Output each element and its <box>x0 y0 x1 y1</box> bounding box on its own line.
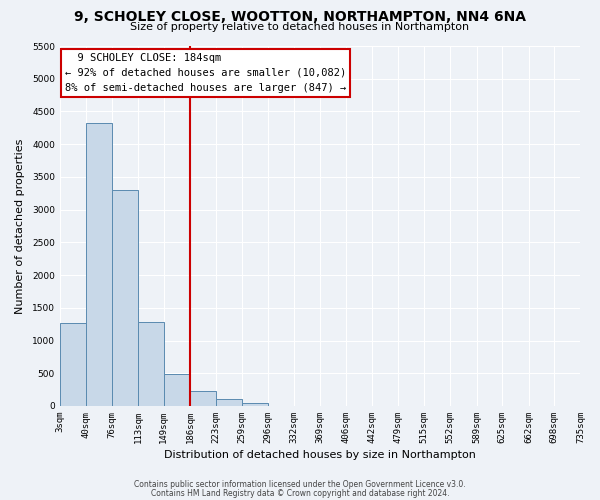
Text: Size of property relative to detached houses in Northampton: Size of property relative to detached ho… <box>130 22 470 32</box>
Text: Contains public sector information licensed under the Open Government Licence v3: Contains public sector information licen… <box>134 480 466 489</box>
Text: Contains HM Land Registry data © Crown copyright and database right 2024.: Contains HM Land Registry data © Crown c… <box>151 488 449 498</box>
Bar <box>60 323 86 406</box>
Text: 9 SCHOLEY CLOSE: 184sqm  
← 92% of detached houses are smaller (10,082)
8% of se: 9 SCHOLEY CLOSE: 184sqm ← 92% of detache… <box>65 53 346 93</box>
Bar <box>138 322 164 406</box>
Bar <box>190 391 216 406</box>
Bar <box>242 402 268 406</box>
Y-axis label: Number of detached properties: Number of detached properties <box>15 138 25 314</box>
Bar <box>216 400 242 406</box>
Bar <box>112 190 138 406</box>
X-axis label: Distribution of detached houses by size in Northampton: Distribution of detached houses by size … <box>164 450 476 460</box>
Bar <box>164 374 190 406</box>
Bar <box>86 122 112 406</box>
Text: 9, SCHOLEY CLOSE, WOOTTON, NORTHAMPTON, NN4 6NA: 9, SCHOLEY CLOSE, WOOTTON, NORTHAMPTON, … <box>74 10 526 24</box>
